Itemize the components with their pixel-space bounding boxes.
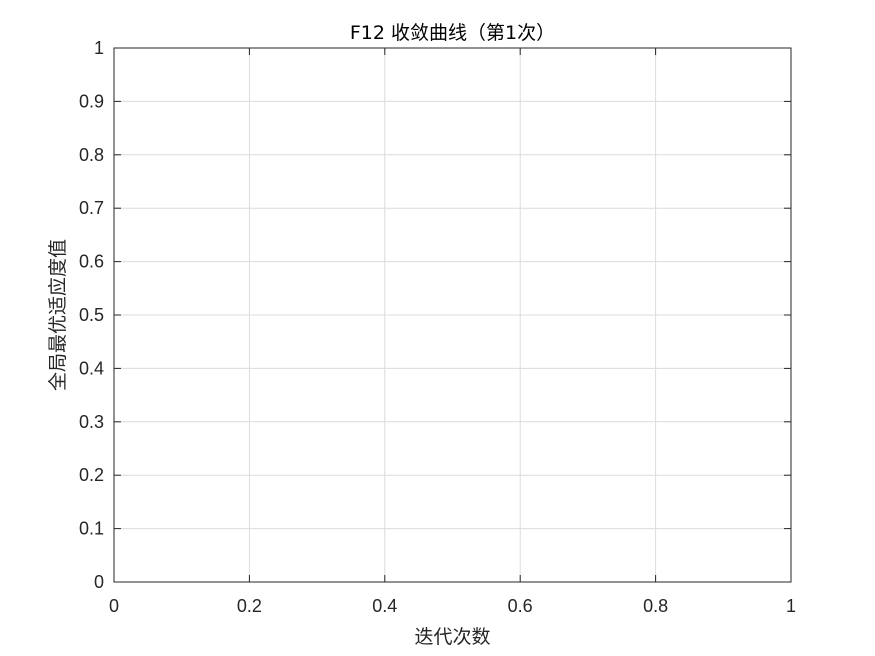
- y-tick-label: 0.5: [79, 305, 104, 325]
- y-ticks: [114, 47, 791, 583]
- y-tick-label: 1: [94, 38, 104, 58]
- x-tick-label: 0.6: [508, 596, 533, 616]
- x-tick-label: 1: [786, 596, 796, 616]
- y-axis-label: 全局最优适应度值: [47, 239, 69, 391]
- x-ticks: [113, 48, 792, 582]
- x-tick-label: 0: [109, 596, 119, 616]
- x-axis-label: 迭代次数: [414, 626, 490, 648]
- y-tick-label: 0.8: [79, 145, 104, 165]
- x-tick-label: 0.2: [237, 596, 262, 616]
- y-tick-label: 0.1: [79, 519, 104, 539]
- x-tick-label: 0.4: [372, 596, 397, 616]
- y-tick-label: 0.4: [79, 358, 104, 378]
- y-tick-label: 0.3: [79, 412, 104, 432]
- chart-title: F12 收敛曲线（第1次）: [350, 22, 555, 44]
- x-tick-label: 0.8: [643, 596, 668, 616]
- y-tick-labels: 0 0.1 0.2 0.3 0.4 0.5 0.6 0.7 0.8 0.9 1: [79, 38, 104, 592]
- x-tick-labels: 0 0.2 0.4 0.6 0.8 1: [109, 596, 796, 616]
- y-grid-lines: [114, 100, 791, 530]
- y-tick-label: 0.2: [79, 465, 104, 485]
- y-tick-label: 0.9: [79, 91, 104, 111]
- y-tick-label: 0.6: [79, 252, 104, 272]
- y-tick-label: 0.7: [79, 198, 104, 218]
- y-tick-label: 0: [94, 572, 104, 592]
